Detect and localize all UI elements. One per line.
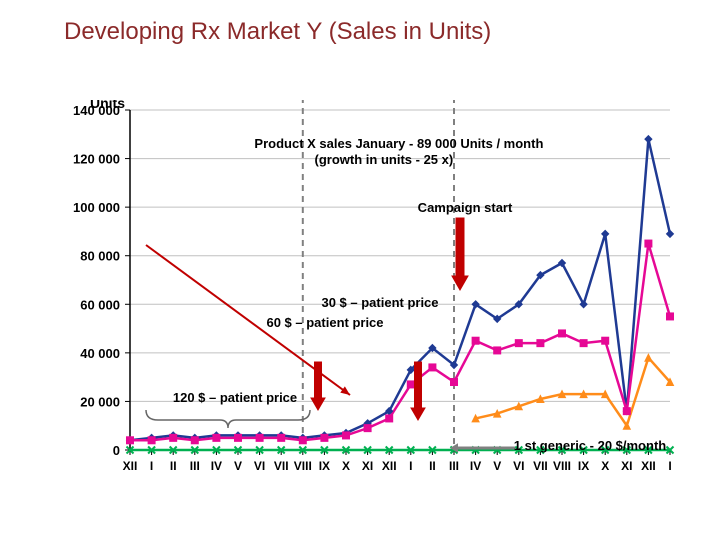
svg-text:V: V bbox=[234, 459, 242, 473]
svg-text:100 000: 100 000 bbox=[73, 200, 120, 215]
svg-text:IX: IX bbox=[319, 459, 330, 473]
svg-text:VII: VII bbox=[274, 459, 289, 473]
svg-text:III: III bbox=[190, 459, 200, 473]
svg-text:VII: VII bbox=[533, 459, 548, 473]
chart-svg: 020 00040 00060 00080 000100 000120 0001… bbox=[60, 100, 680, 500]
svg-text:IV: IV bbox=[211, 459, 222, 473]
svg-text:VIII: VIII bbox=[553, 459, 571, 473]
svg-text:20 000: 20 000 bbox=[80, 394, 120, 409]
svg-text:0: 0 bbox=[113, 443, 120, 458]
chart-area: 020 00040 00060 00080 000100 000120 0001… bbox=[60, 100, 680, 500]
svg-text:60 000: 60 000 bbox=[80, 297, 120, 312]
svg-text:II: II bbox=[170, 459, 177, 473]
svg-text:XII: XII bbox=[123, 459, 138, 473]
svg-text:IX: IX bbox=[578, 459, 589, 473]
svg-text:120 000: 120 000 bbox=[73, 152, 120, 167]
svg-text:80 000: 80 000 bbox=[80, 249, 120, 264]
svg-text:Units: Units bbox=[90, 100, 125, 111]
svg-text:I: I bbox=[409, 459, 412, 473]
svg-text:I: I bbox=[150, 459, 153, 473]
svg-text:40 000: 40 000 bbox=[80, 346, 120, 361]
svg-text:II: II bbox=[429, 459, 436, 473]
svg-text:XII: XII bbox=[382, 459, 397, 473]
svg-text:VIII: VIII bbox=[294, 459, 312, 473]
svg-text:VI: VI bbox=[254, 459, 265, 473]
svg-text:X: X bbox=[601, 459, 609, 473]
chart-title: Developing Rx Market Y (Sales in Units) bbox=[64, 18, 491, 46]
svg-text:X: X bbox=[342, 459, 350, 473]
svg-text:III: III bbox=[449, 459, 459, 473]
svg-text:XI: XI bbox=[621, 459, 632, 473]
svg-text:I: I bbox=[668, 459, 671, 473]
svg-text:VI: VI bbox=[513, 459, 524, 473]
svg-text:IV: IV bbox=[470, 459, 481, 473]
svg-text:V: V bbox=[493, 459, 501, 473]
svg-text:XII: XII bbox=[641, 459, 656, 473]
svg-text:XI: XI bbox=[362, 459, 373, 473]
